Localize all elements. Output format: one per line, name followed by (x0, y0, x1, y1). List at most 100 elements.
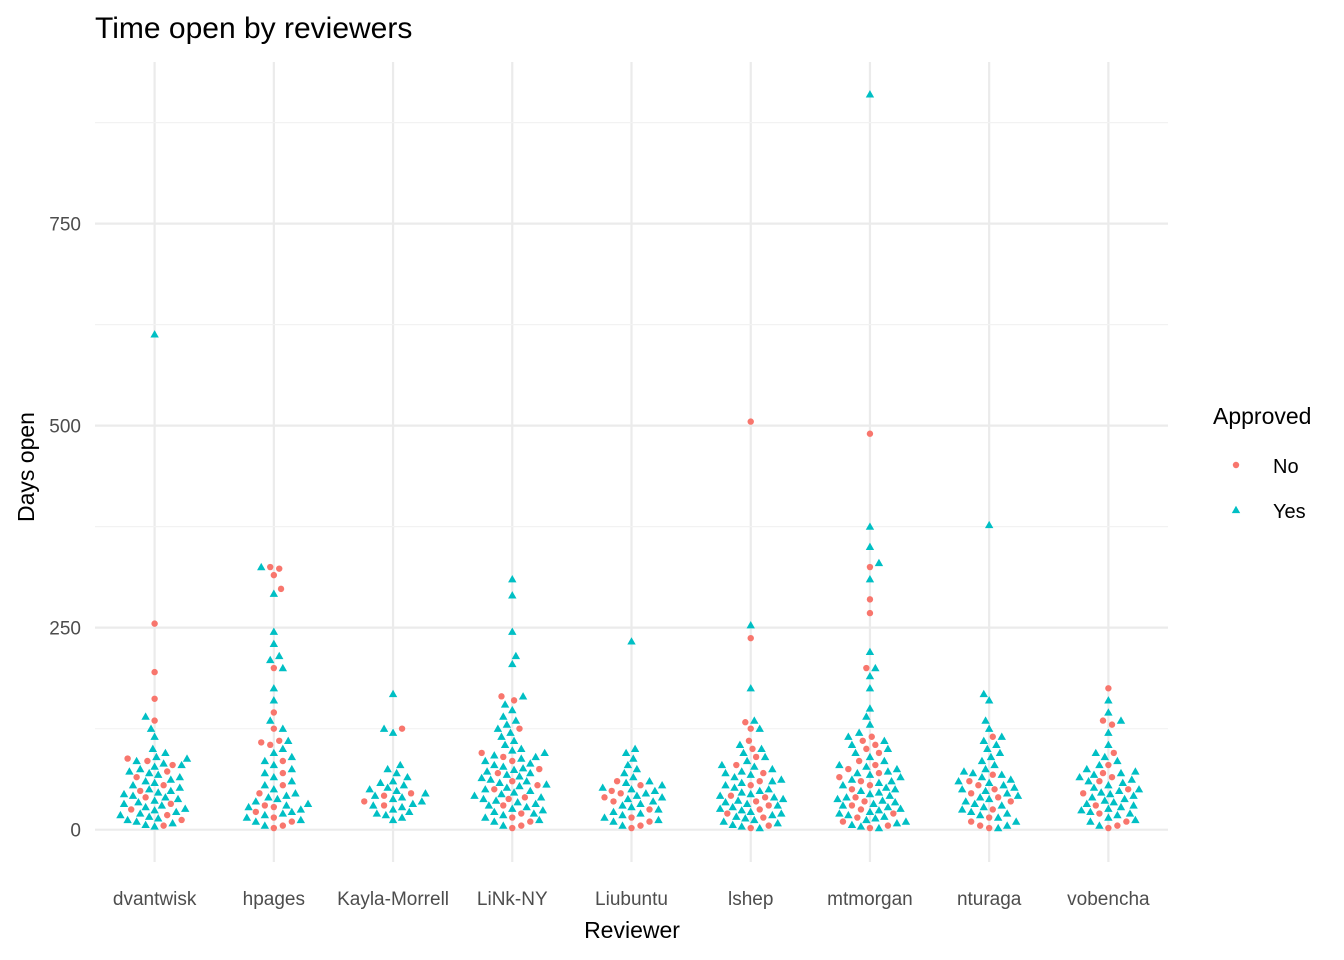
point-approved (502, 783, 512, 791)
point-approved (134, 798, 143, 806)
point-approved (161, 748, 170, 757)
x-tick-label: Liubuntu (595, 889, 668, 910)
point-approved (269, 627, 279, 635)
point-approved (1118, 778, 1127, 786)
point-not-approved (407, 790, 415, 797)
point-approved (251, 817, 261, 825)
point-approved (865, 90, 875, 98)
point-not-approved (270, 571, 278, 579)
point-approved (838, 801, 848, 809)
legend-title: Approved (1213, 403, 1311, 429)
point-approved (284, 736, 293, 744)
point-approved (538, 806, 548, 814)
point-approved (383, 783, 392, 791)
point-approved (260, 810, 270, 819)
point-not-approved (991, 786, 998, 793)
point-approved (392, 768, 401, 777)
point-approved (132, 817, 141, 825)
point-approved (975, 810, 985, 819)
point-approved (141, 712, 150, 720)
point-not-approved (509, 777, 516, 785)
point-approved (979, 802, 988, 811)
point-approved (885, 791, 894, 799)
point-approved (1089, 783, 1099, 791)
point-approved (515, 781, 524, 790)
point-approved (773, 819, 782, 827)
point-approved (128, 781, 138, 789)
point-approved (746, 684, 755, 692)
point-approved (778, 794, 788, 803)
point-approved (1129, 791, 1138, 799)
point-approved (746, 807, 755, 816)
point-approved (957, 785, 967, 793)
point-approved (719, 817, 728, 825)
point-approved (173, 794, 183, 803)
point-approved (116, 810, 125, 819)
point-not-approved (852, 794, 859, 801)
point-approved (732, 812, 741, 820)
point-approved (509, 765, 519, 774)
point-approved (511, 716, 521, 724)
point-approved (881, 783, 891, 791)
point-not-approved (868, 733, 875, 740)
point-approved (269, 696, 279, 704)
point-not-approved (258, 739, 265, 746)
x-tick-label: hpages (243, 889, 305, 910)
point-approved (182, 754, 192, 762)
point-approved (1113, 756, 1122, 765)
point-approved (627, 802, 636, 811)
point-approved (1010, 783, 1019, 791)
point-approved (620, 768, 629, 777)
point-approved (999, 781, 1008, 789)
point-approved (508, 746, 517, 754)
point-approved (1086, 807, 1095, 816)
point-approved (481, 785, 490, 793)
point-not-approved (727, 792, 735, 799)
point-not-approved (536, 765, 543, 773)
point-not-approved (1099, 717, 1107, 724)
point-approved (1089, 770, 1099, 778)
point-approved (376, 778, 385, 786)
point-approved (878, 796, 887, 804)
point-approved (871, 663, 880, 672)
point-not-approved (361, 798, 368, 805)
point-approved (132, 756, 141, 765)
point-not-approved (646, 806, 653, 813)
point-approved (739, 748, 748, 757)
point-approved (742, 799, 752, 807)
point-approved (598, 783, 607, 791)
point-approved (896, 772, 905, 781)
point-approved (278, 724, 288, 732)
point-not-approved (628, 814, 635, 821)
point-approved (880, 736, 889, 744)
point-approved (269, 684, 279, 692)
point-approved (490, 807, 499, 816)
point-approved (1129, 801, 1138, 809)
point-approved (1104, 728, 1113, 736)
point-approved (266, 655, 275, 664)
point-approved (648, 797, 658, 805)
point-not-approved (857, 777, 865, 785)
point-not-approved (745, 737, 753, 744)
point-approved (499, 821, 508, 829)
point-approved (408, 799, 418, 807)
point-approved (397, 793, 407, 801)
point-approved (627, 785, 636, 793)
point-not-approved (866, 609, 874, 617)
point-approved (874, 806, 884, 814)
point-approved (141, 802, 150, 811)
point-approved (645, 776, 654, 785)
point-not-approved (747, 824, 754, 832)
point-approved (522, 776, 531, 785)
point-not-approved (866, 563, 874, 571)
point-approved (278, 744, 288, 753)
point-approved (880, 756, 889, 765)
point-approved (737, 778, 746, 786)
point-approved (128, 791, 138, 799)
point-approved (508, 705, 517, 714)
point-approved (997, 770, 1006, 778)
point-not-approved (270, 725, 278, 732)
point-approved (1116, 768, 1126, 777)
point-approved (542, 780, 551, 788)
point-not-approved (610, 798, 617, 805)
